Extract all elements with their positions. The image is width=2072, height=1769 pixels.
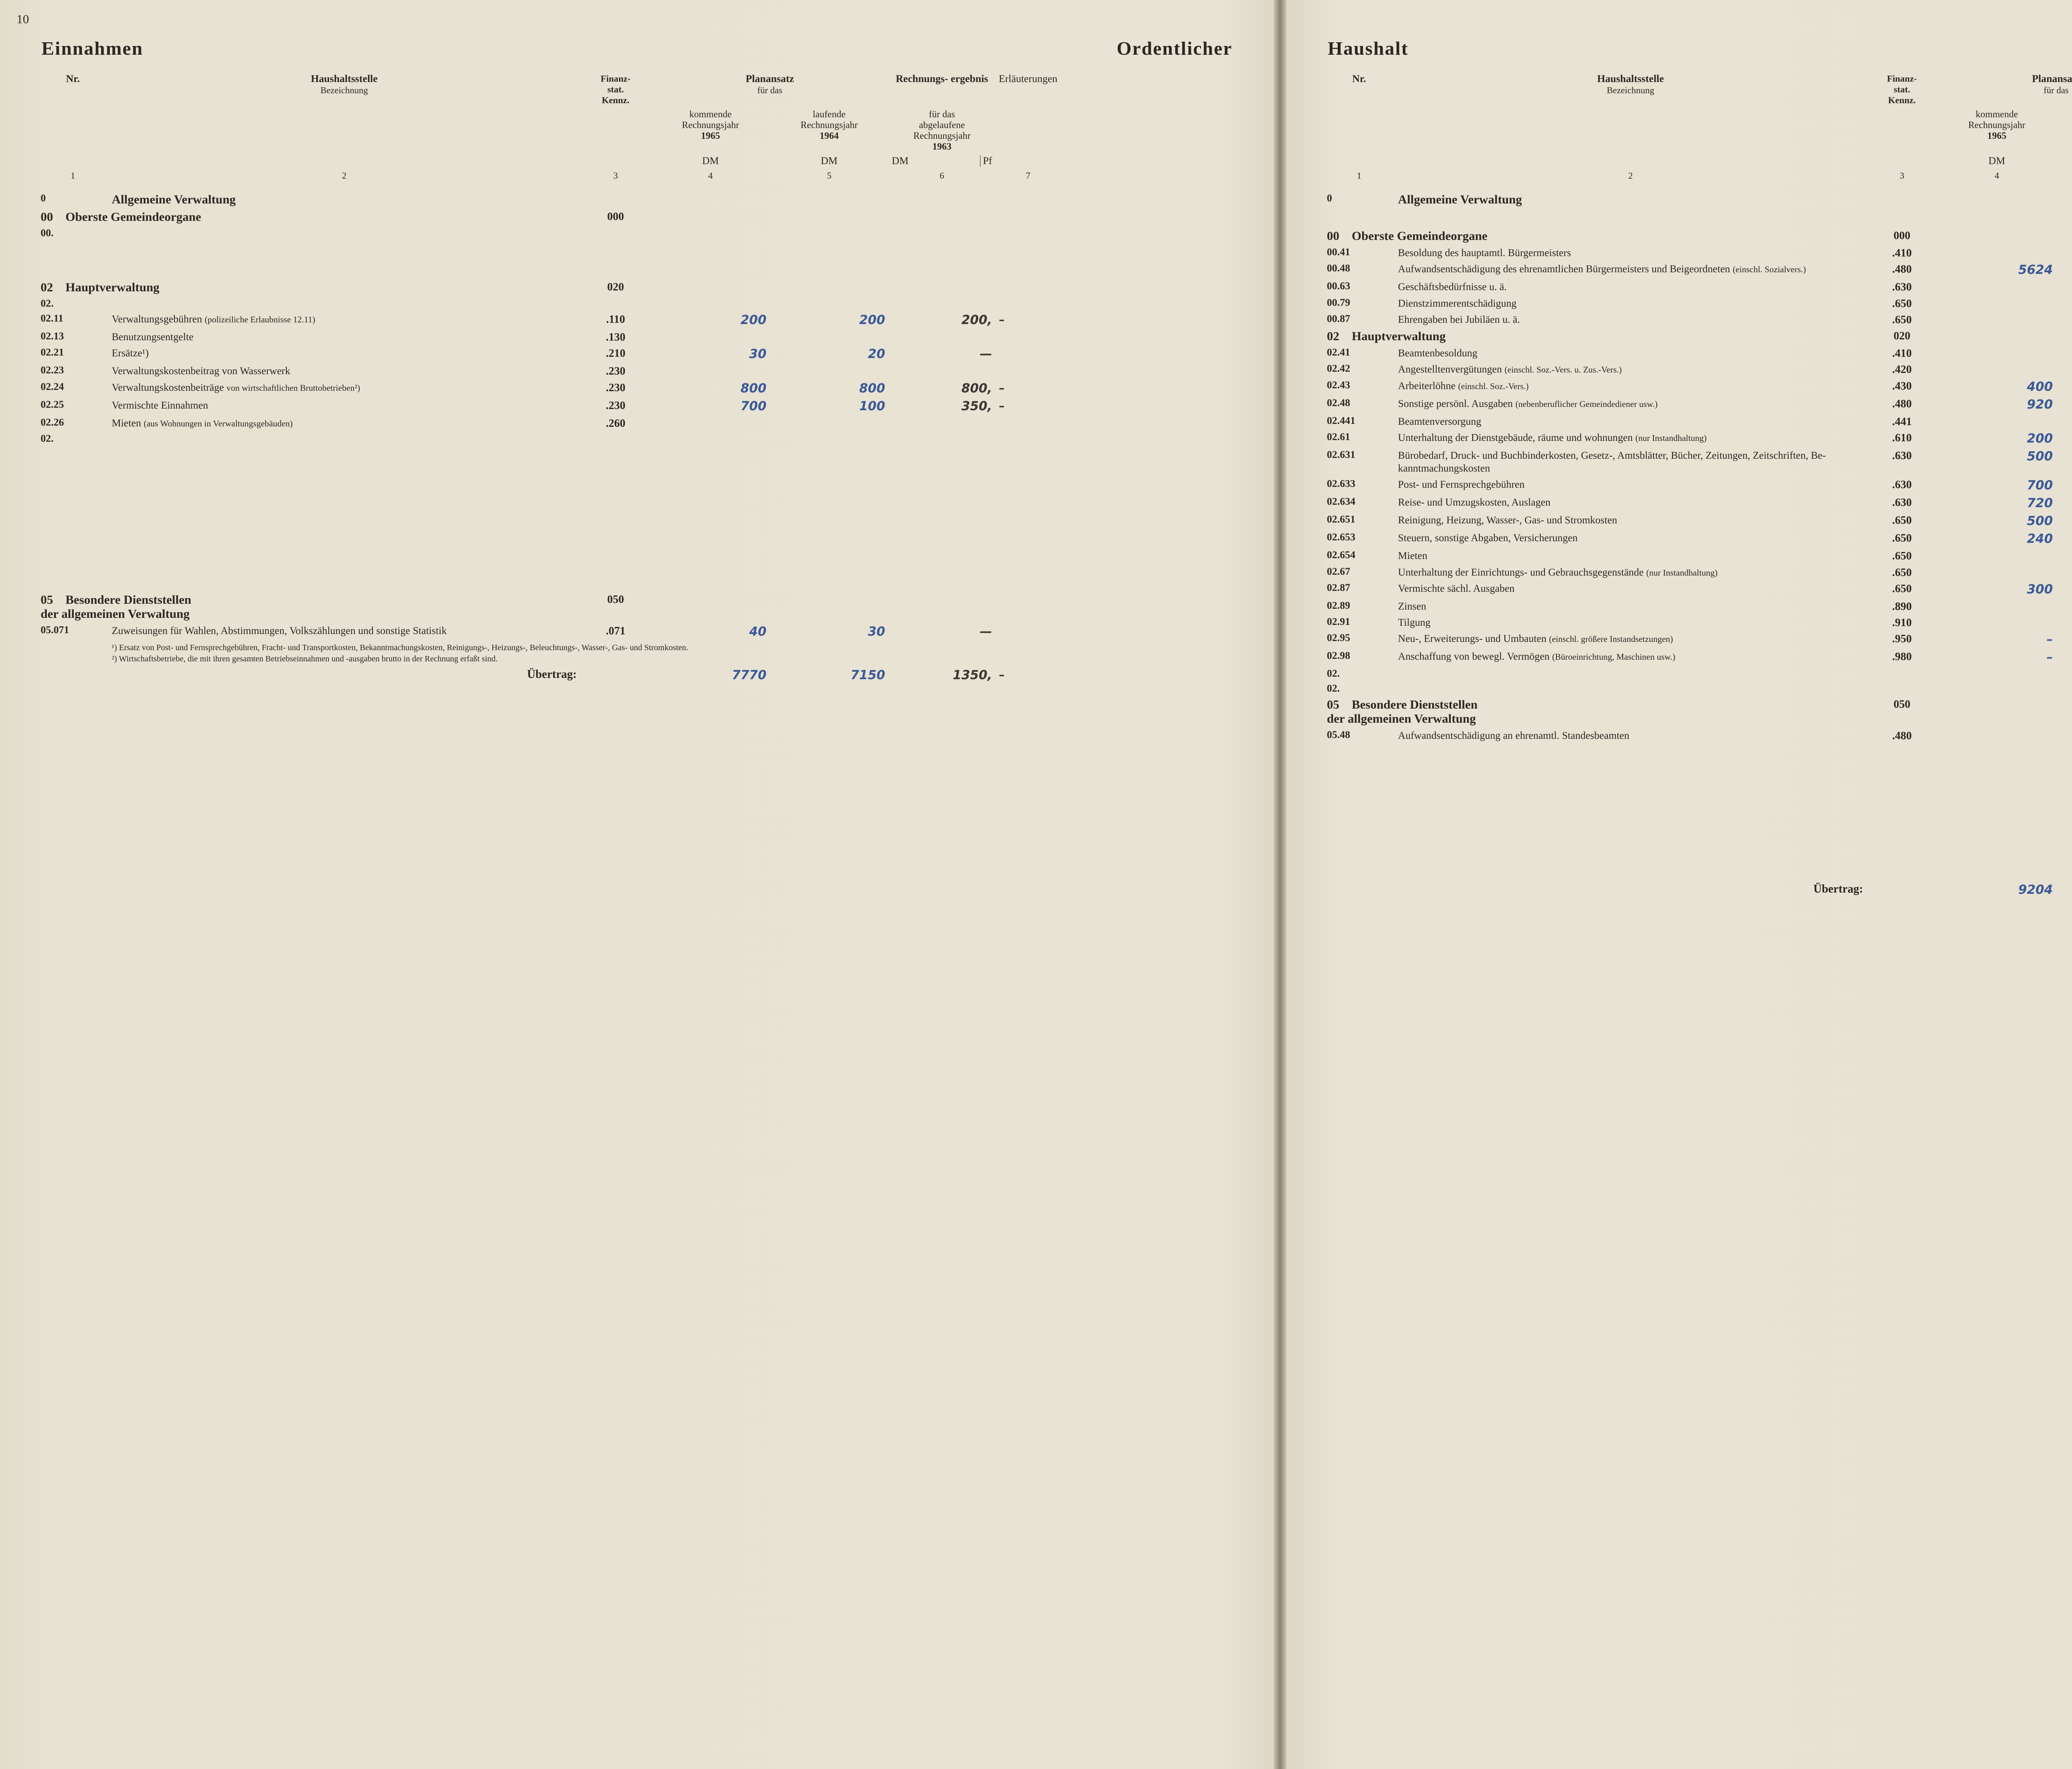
col-header-rechnungsergebnis: Rechnungs- ergebnis [888, 72, 995, 107]
col-header-kennz-r: Finanz- stat. Kennz. [1866, 72, 1938, 107]
left-ledger-table: Nr. Haushaltsstelle Bezeichnung Finanz- … [37, 72, 1237, 684]
left-page: 10 Einnahmen Ordentlicher Nr. Haushaltss… [0, 0, 1274, 1769]
right-ubertrag-label: Übertrag: [1395, 881, 1866, 899]
col-header-erlauterungen: Erläuterungen [995, 72, 1061, 107]
right-ubertrag-plan1: 9204 [1937, 881, 2056, 899]
col-header-nr-r: Nr. [1324, 72, 1395, 107]
col-header-abgelaufen: für das abgelaufene Rechnungsjahr 1963 [888, 107, 995, 154]
col-header-laufende: laufende Rechnungsjahr 1964 [770, 107, 888, 154]
left-row-nr-0: 00. [37, 226, 109, 241]
col-header-kennz: Finanz- stat. Kennz. [580, 72, 651, 107]
right-page: 11 Haushalt Ausgaben Nr. Haushaltsstelle… [1286, 0, 2072, 1769]
col-header-haushaltsstelle-r: Haushaltsstelle Bezeichnung [1395, 72, 1866, 107]
right-ubertrag-plan2: 15363 [2056, 881, 2072, 899]
right-heading-haushalt: Haushalt [1328, 37, 1409, 59]
left-ubertrag-plan2: 7150 [770, 666, 888, 684]
right-section-0-label: Allgemeine Verwaltung [1395, 191, 1866, 208]
col-header-kommende: kommende Rechnungsjahr 1965 [651, 107, 770, 154]
left-page-number: 10 [17, 12, 29, 27]
left-section-0-label: Allgemeine Verwaltung [109, 191, 580, 208]
left-row0-section: 00 Oberste Gemeindeorgane [37, 208, 580, 226]
left-footnotes: ¹) Ersatz von Post- und Fernsprechgebühr… [109, 641, 1061, 666]
left-ubertrag-pf: – [995, 666, 1061, 684]
book-gutter [1274, 0, 1286, 1769]
col-header-planansatz: Planansatz für das [651, 72, 888, 107]
left-ubertrag-plan1: 7770 [651, 666, 770, 684]
left-row-desc-0 [109, 226, 580, 241]
left-row-section-02: 02 Hauptverwaltung [37, 279, 580, 296]
left-ubertrag-rech: 1350, [888, 666, 995, 684]
col-header-planansatz-r: Planansatz für das [1937, 72, 2072, 107]
left-ubertrag-label: Übertrag: [109, 666, 580, 684]
col-header-nr: Nr. [37, 72, 109, 107]
col-header-haushaltsstelle: Haushaltsstelle Bezeichnung [109, 72, 580, 107]
ledger-book-spread: 10 Einnahmen Ordentlicher Nr. Haushaltss… [0, 0, 2072, 1769]
ordentlicher-banner-left: Ordentlicher [1117, 37, 1233, 59]
right-ledger-table: Nr. Haushaltsstelle Bezeichnung Finanz- … [1324, 72, 2072, 899]
left-heading: Einnahmen [41, 37, 143, 59]
